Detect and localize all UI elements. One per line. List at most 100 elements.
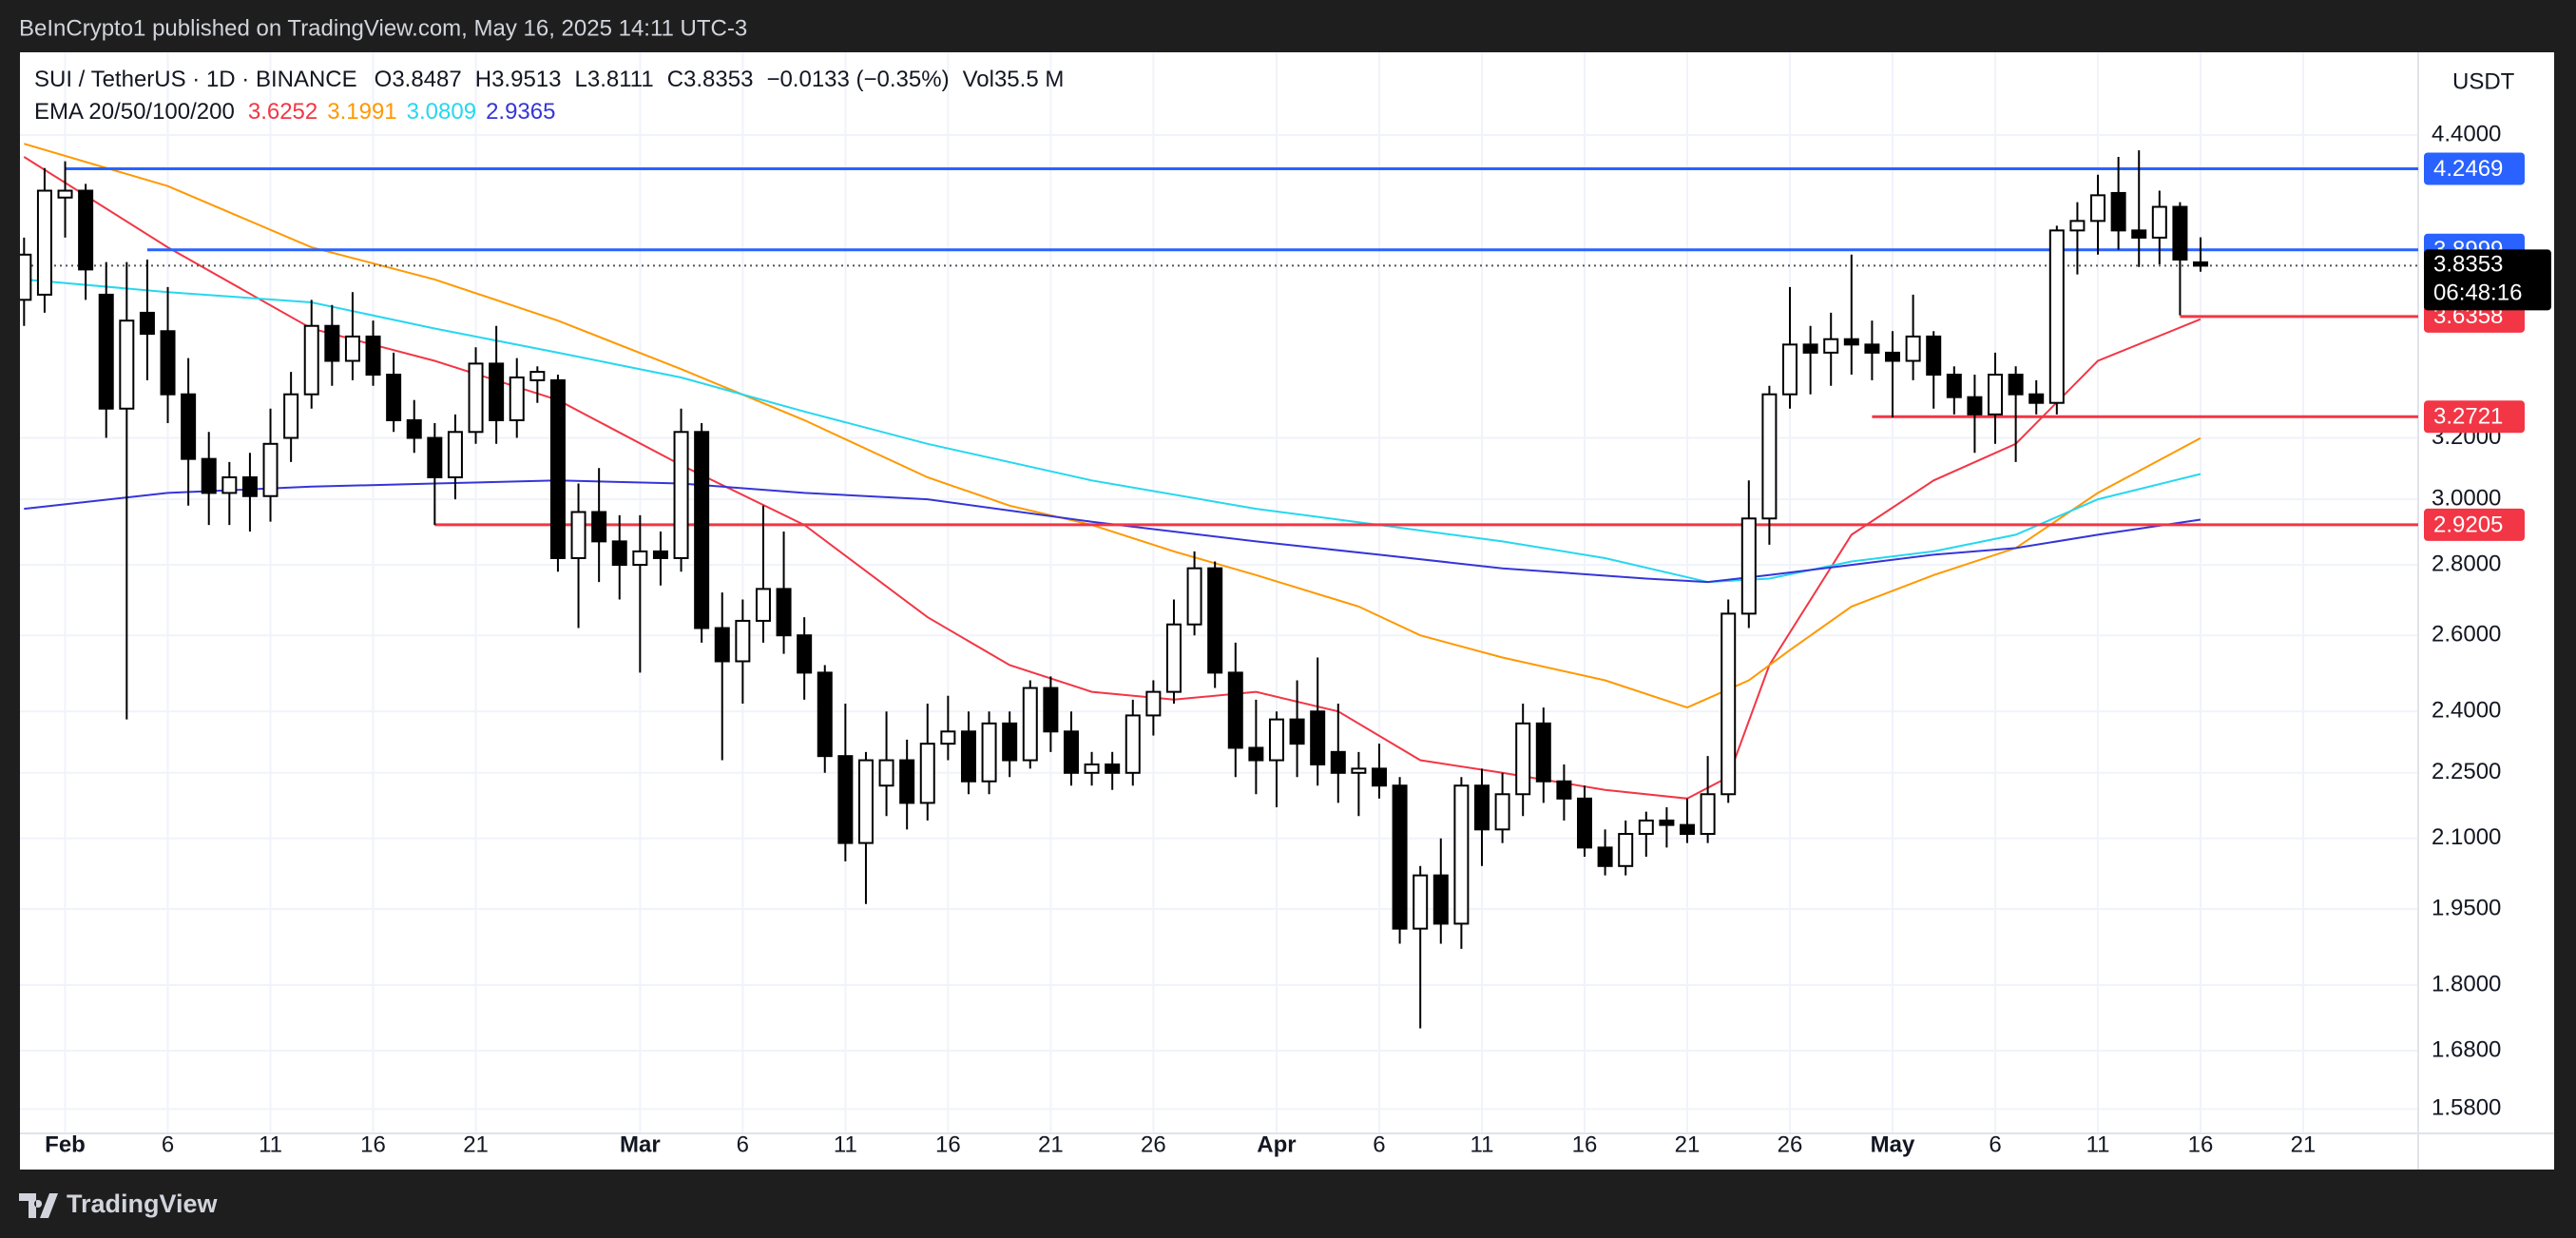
candle-body [119, 319, 135, 410]
x-tick-label: Apr [1257, 1132, 1296, 1157]
candle-body [181, 393, 197, 460]
candle-body [1125, 714, 1141, 774]
plot: 4.40003.20003.00002.80002.60002.40002.25… [20, 52, 2554, 1170]
candle-body [241, 476, 258, 497]
candle-body [1967, 396, 1983, 416]
candle-body [549, 378, 566, 559]
candle-body [1165, 623, 1182, 693]
candle-body [1597, 846, 1613, 867]
ema-line [24, 278, 2201, 584]
candle-body [2193, 261, 2209, 267]
candle-body [960, 730, 976, 783]
x-tick-label: May [1871, 1132, 1915, 1157]
candle-body [344, 335, 360, 362]
candle-body [1782, 343, 1798, 396]
y-tick-label: 2.4000 [2432, 698, 2501, 724]
candle-body [57, 189, 73, 199]
x-tick-label: 16 [1572, 1132, 1598, 1157]
candle-body [1105, 763, 1121, 774]
ohlc-letter: H [475, 67, 491, 92]
y-tick-label: 1.8000 [2432, 971, 2501, 996]
candle-body [1721, 612, 1737, 796]
candle-body [1659, 819, 1675, 826]
ohlc-letter: L [574, 67, 586, 92]
x-tick-label: 6 [1989, 1132, 2001, 1157]
candle-body [139, 311, 155, 336]
candle-body [2028, 393, 2045, 404]
candle-body [468, 362, 484, 434]
candle-body [1002, 722, 1018, 762]
candle-body [1618, 833, 1634, 867]
brand-name: TradingView [67, 1190, 219, 1218]
last-price-label: 3.8353 [2433, 252, 2503, 278]
candle-body [735, 619, 751, 663]
candle-body [817, 671, 833, 758]
y-tick-label: 4.4000 [2432, 121, 2501, 146]
candle-body [2008, 374, 2024, 396]
x-tick-label: 11 [2086, 1132, 2110, 1157]
candle-body [1926, 335, 1942, 377]
x-tick-label: 16 [935, 1132, 961, 1157]
ema-value: 3.6252 [248, 99, 317, 125]
candle-body [2090, 194, 2106, 222]
candle-body [940, 730, 956, 745]
candle-body [1494, 793, 1510, 831]
brand-logo [19, 1193, 58, 1218]
candle-body [201, 457, 217, 494]
candle-body [1515, 722, 1531, 796]
last-price-tag [2424, 249, 2551, 311]
price-tag [2424, 508, 2525, 541]
candle-body [1638, 819, 1654, 836]
candle-body [365, 335, 381, 377]
candle-body [386, 374, 402, 421]
x-tick-label: 16 [360, 1132, 386, 1157]
countdown-label: 06:48:16 [2433, 280, 2522, 306]
candle-body [406, 418, 422, 439]
x-tick-label: 21 [2291, 1132, 2316, 1157]
x-tick-label: 21 [1038, 1132, 1064, 1157]
y-tick-label: 1.5800 [2432, 1095, 2501, 1121]
candle-body [283, 393, 299, 439]
price-tag-label: 2.9205 [2433, 512, 2503, 537]
candle-body [509, 376, 525, 421]
x-tick-label: 11 [1471, 1132, 1494, 1157]
candle-body [776, 588, 792, 637]
x-tick-label: 26 [1778, 1132, 1803, 1157]
candle-body [303, 324, 319, 396]
candle-body [1330, 750, 1346, 774]
candle-body [2151, 205, 2167, 239]
candle-body [1186, 567, 1202, 626]
candle-body [837, 755, 854, 844]
candle-body [570, 511, 586, 559]
candle-body [611, 540, 627, 567]
candle-body [1145, 690, 1162, 717]
candle-body [694, 431, 710, 629]
change: −0.0133 (−0.35%) [766, 67, 949, 92]
ohlc-value: 3.8353 [683, 67, 753, 92]
candle-body [1556, 780, 1572, 800]
candle-body [1371, 767, 1387, 787]
ema-value: 3.0809 [407, 99, 476, 125]
x-tick-label: Mar [620, 1132, 661, 1157]
candle-body [878, 759, 894, 787]
candle-body [529, 371, 546, 381]
y-tick-label: 1.9500 [2432, 895, 2501, 920]
ohlc-value: 3.8487 [392, 67, 461, 92]
candle-body [899, 759, 915, 804]
ohlc-value: 3.8111 [587, 67, 654, 92]
candle-body [1885, 351, 1901, 362]
candle-body [652, 550, 668, 559]
candle-body [1043, 687, 1059, 733]
candle-body [1700, 793, 1716, 836]
candle-body [1680, 823, 1696, 836]
y-tick-label: 2.8000 [2432, 551, 2501, 576]
candle-body [1248, 746, 1264, 762]
y-tick-label: 1.6800 [2432, 1036, 2501, 1062]
volume-label: Vol [963, 67, 994, 92]
ohlc-letter: C [667, 67, 683, 92]
candle-body [1946, 374, 1962, 398]
candle-body [673, 431, 689, 559]
candle-body [1289, 718, 1305, 745]
candle-body [489, 362, 505, 421]
y-tick-label: 2.2500 [2432, 759, 2501, 784]
